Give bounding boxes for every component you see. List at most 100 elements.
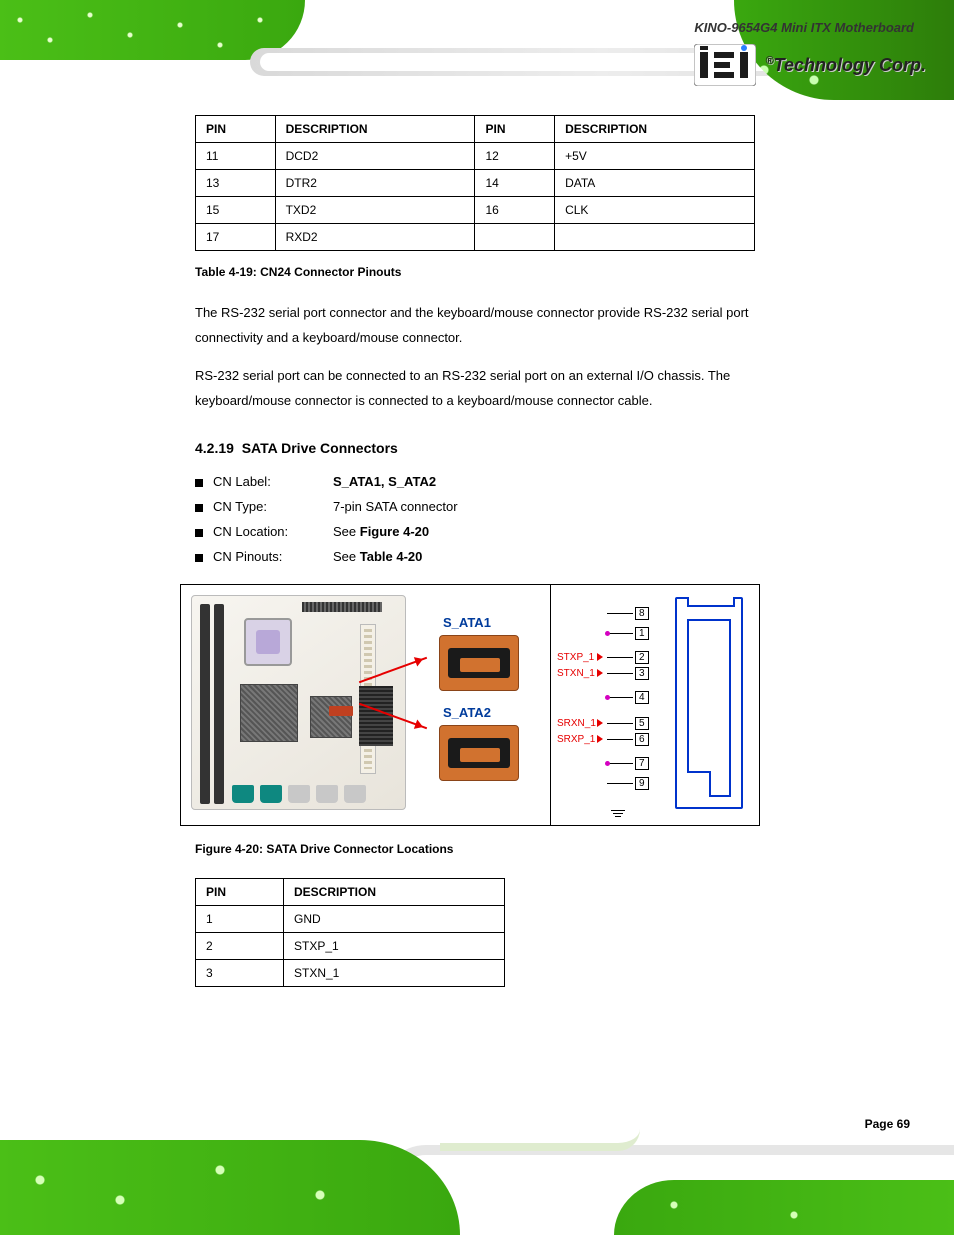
usage-para-1: The RS-232 serial port connector and the… — [195, 301, 755, 350]
signal-label: SRXP_1 — [557, 734, 595, 745]
signal-arrow-icon — [597, 735, 607, 743]
cn-type-label: CN Type: — [213, 499, 323, 514]
figure-caption: Figure 4-20: SATA Drive Connector Locati… — [195, 842, 755, 856]
header-product-title: KINO-9654G4 Mini ITX Motherboard — [694, 20, 914, 35]
pin-number: 1 — [635, 627, 649, 640]
bottom-pcb-left — [0, 1140, 460, 1235]
dimm-slot-icon — [214, 604, 224, 804]
signal-label: SRXN_1 — [557, 718, 596, 729]
cn-pin-row: CN Pinouts: See Table 4-20 — [195, 549, 755, 564]
table-row: 11 DCD2 12 +5V — [196, 143, 755, 170]
top-banner: KINO-9654G4 Mini ITX Motherboard ®Techno… — [0, 0, 954, 110]
connector-outline-icon — [675, 597, 743, 809]
pin-number: 3 — [635, 667, 649, 680]
pin-lead-icon — [607, 763, 633, 764]
cn-type-row: CN Type: 7-pin SATA connector — [195, 499, 755, 514]
table1-caption: Table 4-19: CN24 Connector Pinouts — [195, 265, 755, 279]
cn-label-label: CN Label: — [213, 474, 323, 489]
table-row: 2 STXP_1 — [196, 932, 505, 959]
cpu-socket-icon — [244, 618, 292, 666]
table-row: 1 GND — [196, 905, 505, 932]
rear-ports-icon — [232, 785, 366, 803]
signal-arrow-icon — [597, 669, 607, 677]
vga-port-icon — [232, 785, 254, 803]
ground-icon — [611, 808, 625, 819]
bullet-icon — [195, 529, 203, 537]
iei-logo-icon — [694, 44, 756, 86]
signal-arrow-icon — [597, 653, 607, 661]
pin-lead-icon — [607, 633, 633, 634]
pin-number: 2 — [635, 651, 649, 664]
lan-port-icon — [288, 785, 310, 803]
cn-label-value: S_ATA1, S_ATA2 — [333, 474, 436, 489]
chipset-icon — [310, 696, 352, 738]
signal-label: STXP_1 — [557, 652, 594, 663]
bottom-curve-2 — [440, 1129, 640, 1151]
logo-group: ®Technology Corp. — [694, 44, 926, 86]
pin-lead-icon — [607, 723, 633, 724]
cn-loc-row: CN Location: See Figure 4-20 — [195, 524, 755, 539]
pin-lead-icon — [607, 673, 633, 674]
pin-lead-icon — [607, 783, 633, 784]
t1-h4: DESCRIPTION — [555, 116, 755, 143]
pinout-table-2: PIN DESCRIPTION 1 GND 2 STXP_1 3 STXN_1 — [195, 878, 505, 987]
pin-lead-icon — [607, 613, 633, 614]
t1-h3: PIN — [475, 116, 555, 143]
table-row: 13 DTR2 14 DATA — [196, 170, 755, 197]
main-content: PIN DESCRIPTION PIN DESCRIPTION 11 DCD2 … — [195, 115, 755, 987]
t1-h1: PIN — [196, 116, 276, 143]
pin-number: 6 — [635, 733, 649, 746]
usage-para-2: RS-232 serial port can be connected to a… — [195, 364, 755, 413]
ide-header-icon — [359, 686, 393, 746]
pin-lead-icon — [607, 697, 633, 698]
pin-lead-icon — [607, 739, 633, 740]
company-text: ®Technology Corp. — [766, 55, 926, 76]
cn-loc-value: See Figure 4-20 — [333, 524, 429, 539]
cn-type-value: 7-pin SATA connector — [333, 499, 458, 514]
sata-port-icon — [329, 706, 353, 716]
pin-number: 9 — [635, 777, 649, 790]
bullet-icon — [195, 479, 203, 487]
pinout-table-1: PIN DESCRIPTION PIN DESCRIPTION 11 DCD2 … — [195, 115, 755, 251]
figure-4-20: S_ATA1 S_ATA2 8 1 2 STXP_1 3 STXN_1 4 5 SRXN_1 6 S… — [180, 584, 760, 826]
dimm-slot-icon — [200, 604, 210, 804]
bullet-icon — [195, 504, 203, 512]
vga-port-icon — [260, 785, 282, 803]
t2-h2: DESCRIPTION — [283, 878, 504, 905]
signal-label: STXN_1 — [557, 668, 595, 679]
pin-dot-icon — [605, 761, 610, 766]
sata1-label: S_ATA1 — [443, 615, 491, 630]
pin-number: 8 — [635, 607, 649, 620]
pin-number: 5 — [635, 717, 649, 730]
sata-connector-icon — [439, 725, 519, 781]
figure-left-panel: S_ATA1 S_ATA2 — [181, 585, 551, 825]
cn-label-row: CN Label: S_ATA1, S_ATA2 — [195, 474, 755, 489]
table-row: 3 STXN_1 — [196, 959, 505, 986]
pin-number: 4 — [635, 691, 649, 704]
table-row: 17 RXD2 — [196, 224, 755, 251]
lan-port-icon — [316, 785, 338, 803]
cn-loc-label: CN Location: — [213, 524, 323, 539]
pin-dot-icon — [605, 695, 610, 700]
motherboard-illustration — [191, 595, 406, 810]
t1-h2: DESCRIPTION — [275, 116, 475, 143]
page-number: Page 69 — [865, 1117, 910, 1131]
pin-dot-icon — [605, 631, 610, 636]
lan-port-icon — [344, 785, 366, 803]
bullet-icon — [195, 554, 203, 562]
bottom-banner: Page 69 — [0, 1095, 954, 1235]
cn-pin-label: CN Pinouts: — [213, 549, 323, 564]
pin-number: 7 — [635, 757, 649, 770]
sata-connector-icon — [439, 635, 519, 691]
signal-arrow-icon — [597, 719, 607, 727]
t2-h1: PIN — [196, 878, 284, 905]
cn-pin-value: See Table 4-20 — [333, 549, 422, 564]
bottom-pcb-right — [614, 1180, 954, 1235]
table-row: 15 TXD2 16 CLK — [196, 197, 755, 224]
pin-lead-icon — [607, 657, 633, 658]
header-icon — [302, 602, 382, 612]
figure-right-panel: 8 1 2 STXP_1 3 STXN_1 4 5 SRXN_1 6 SRXP_1 7 9 — [551, 585, 759, 825]
section-heading: 4.2.19 SATA Drive Connectors — [195, 440, 755, 456]
chipset-icon — [240, 684, 298, 742]
sata2-label: S_ATA2 — [443, 705, 491, 720]
